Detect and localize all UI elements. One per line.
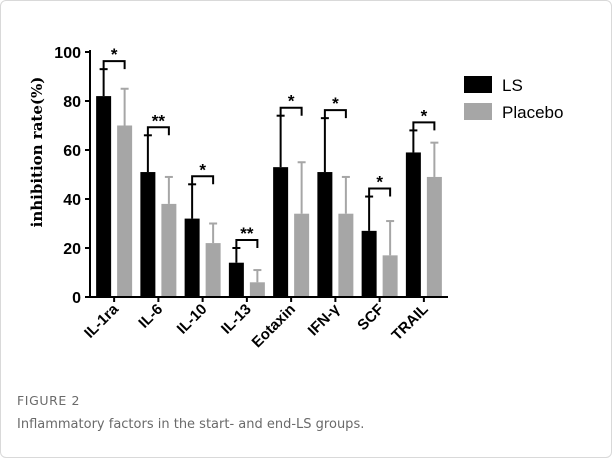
significance-marker: ** xyxy=(240,224,254,243)
significance-bracket xyxy=(412,121,436,131)
significance-bracket xyxy=(146,126,170,136)
bar-placebo-6 xyxy=(382,255,398,297)
bar-placebo-1 xyxy=(161,203,177,297)
y-tick-label: 100 xyxy=(54,45,81,62)
significance-bracket xyxy=(191,175,215,185)
significance-bracket xyxy=(279,106,303,116)
bar-ls-0 xyxy=(96,96,112,297)
bar-placebo-3 xyxy=(249,282,265,297)
bar-placebo-0 xyxy=(117,125,133,297)
significance-marker: * xyxy=(199,160,206,179)
bar-ls-5 xyxy=(317,172,333,297)
bar-ls-2 xyxy=(184,218,200,297)
significance-bracket xyxy=(235,239,259,248)
y-tick-label: 0 xyxy=(72,290,81,307)
caption-text: Inflammatory factors in the start- and e… xyxy=(17,417,365,432)
significance-marker: ** xyxy=(152,111,166,130)
significance-marker: * xyxy=(288,92,295,111)
bar-ls-4 xyxy=(273,167,289,297)
significance-bracket xyxy=(368,187,392,197)
legend-label-ls: LS xyxy=(502,76,523,95)
x-tick-label: IL-1ra xyxy=(81,300,122,341)
significance-bracket xyxy=(102,60,126,70)
y-axis-label: inhibition rate(%) xyxy=(28,77,46,228)
x-tick-label: IFN-γ xyxy=(305,300,344,339)
x-tick-label: TRAIL xyxy=(388,301,431,344)
bar-ls-7 xyxy=(405,152,421,297)
x-tick-label: SCF xyxy=(354,301,387,334)
bar-placebo-2 xyxy=(205,243,221,297)
y-tick-label: 40 xyxy=(63,192,81,209)
y-tick-label: 20 xyxy=(63,241,81,258)
x-tick-label: IL-6 xyxy=(135,301,166,332)
bar-ls-6 xyxy=(361,230,377,297)
bar-placebo-5 xyxy=(338,213,354,297)
bar-ls-1 xyxy=(140,172,156,297)
bar-placebo-4 xyxy=(294,213,310,297)
y-tick-label: 60 xyxy=(63,143,81,160)
significance-marker: * xyxy=(111,45,118,64)
legend-swatch-placebo xyxy=(464,103,492,120)
significance-marker: * xyxy=(332,94,339,113)
y-tick-label: 80 xyxy=(63,94,81,111)
bar-placebo-7 xyxy=(426,176,442,297)
legend-label-placebo: Placebo xyxy=(502,103,563,122)
caption-label: FIGURE 2 xyxy=(17,393,81,408)
x-tick-label: Eotaxin xyxy=(249,301,299,351)
significance-marker: * xyxy=(421,106,428,125)
x-tick-label: IL-13 xyxy=(218,301,255,338)
bar-ls-3 xyxy=(228,262,244,297)
significance-bracket xyxy=(323,109,347,119)
figure-caption: FIGURE 2 Inflammatory factors in the sta… xyxy=(17,393,597,434)
x-tick-label: IL-10 xyxy=(174,301,211,338)
legend-swatch-ls xyxy=(464,76,492,93)
significance-marker: * xyxy=(376,173,383,192)
